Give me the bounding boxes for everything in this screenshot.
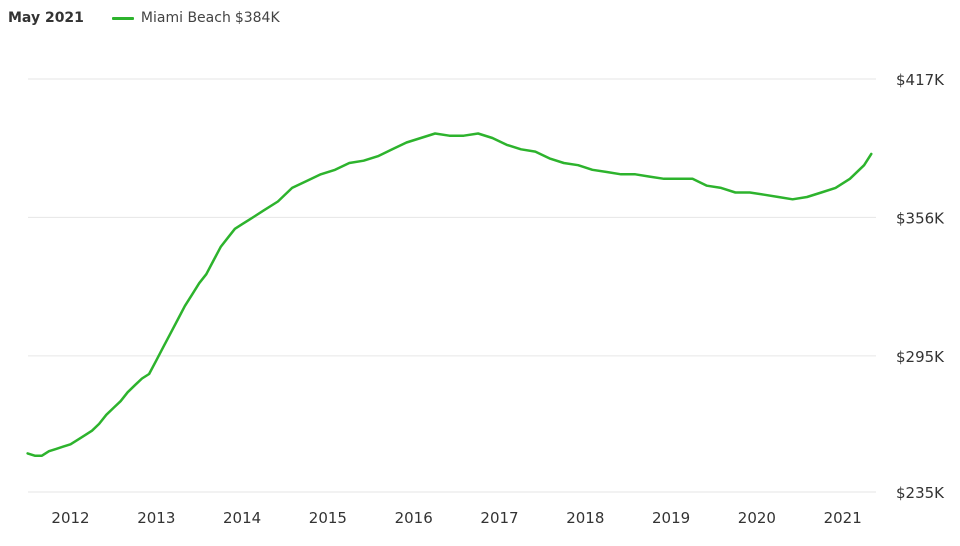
x-tick-label: 2019: [652, 509, 690, 527]
x-tick-label: 2014: [223, 509, 261, 527]
y-tick-label: $235K: [896, 484, 945, 502]
x-axis-ticks: 2012 2013 2014 2015 2016 2017 2018 2019 2020 2021: [51, 509, 861, 527]
x-tick-label: 2021: [824, 509, 862, 527]
series-swatch: [111, 16, 134, 20]
x-tick-label: 2012: [51, 509, 89, 527]
x-tick-label: 2016: [395, 509, 433, 527]
selected-date-label: May 2021: [8, 10, 84, 26]
series-name-label: Miami Beach: [140, 10, 231, 26]
y-tick-label: $356K: [896, 209, 945, 227]
x-tick-label: 2018: [566, 509, 604, 527]
series-line-miami-beach[interactable]: [26, 132, 873, 457]
x-tick-label: 2013: [137, 509, 175, 527]
y-axis-ticks: $235K $295K $356K $417K: [896, 71, 945, 502]
x-tick-label: 2020: [738, 509, 776, 527]
x-tick-label: 2015: [309, 509, 347, 527]
series-lines: [26, 132, 873, 457]
gridlines: [28, 78, 876, 493]
chart-legend: May 2021 Miami Beach $384K: [8, 6, 280, 30]
y-tick-label: $417K: [896, 71, 945, 89]
series-value-label: $384K: [234, 10, 280, 26]
x-tick-label: 2017: [480, 509, 518, 527]
y-tick-label: $295K: [896, 348, 945, 366]
